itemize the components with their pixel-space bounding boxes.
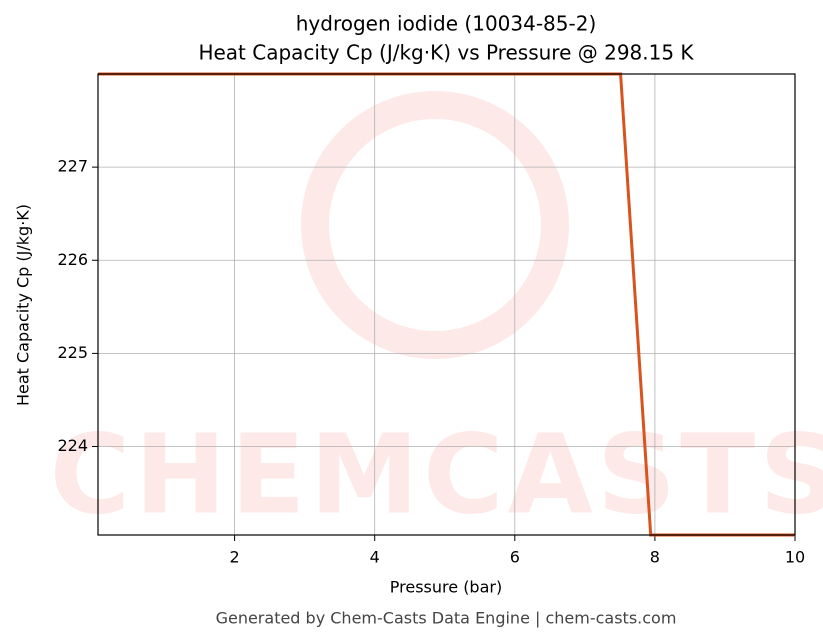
plot-frame <box>97 73 796 536</box>
y-tick-label: 226 <box>57 250 88 269</box>
x-tick-label: 6 <box>510 548 520 567</box>
x-tick-label: 10 <box>785 548 805 567</box>
y-tick-label: 224 <box>57 436 88 455</box>
y-axis-label: Heat Capacity Cp (J/kg·K) <box>14 204 33 406</box>
y-tick-label: 227 <box>57 157 88 176</box>
footer: Generated by Chem-Casts Data Engine | ch… <box>216 609 677 628</box>
x-axis-label: Pressure (bar) <box>390 578 502 597</box>
watermark: CHEMCASTS <box>50 410 823 538</box>
x-tick-label: 2 <box>230 548 240 567</box>
chart-title: hydrogen iodide (10034-85-2) <box>296 12 597 36</box>
x-tick-label: 4 <box>370 548 380 567</box>
chart-subtitle: Heat Capacity Cp (J/kg·K) vs Pressure @ … <box>198 41 694 65</box>
y-tick-label: 225 <box>57 343 88 362</box>
x-tick-label: 8 <box>650 548 660 567</box>
watermark-logo <box>301 91 569 359</box>
